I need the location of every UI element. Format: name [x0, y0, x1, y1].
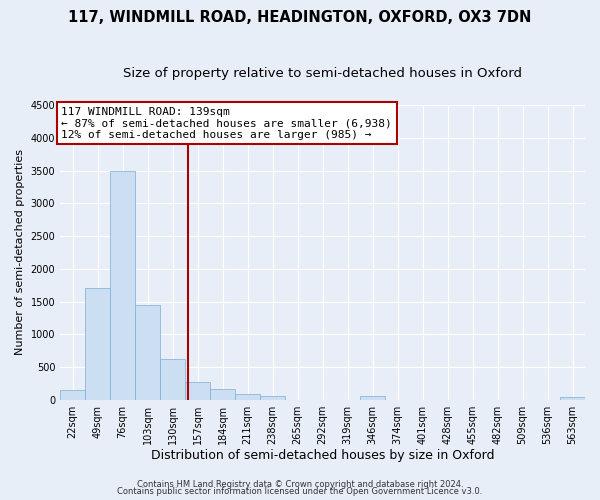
Text: Contains HM Land Registry data © Crown copyright and database right 2024.: Contains HM Land Registry data © Crown c… [137, 480, 463, 489]
Bar [60, 390, 85, 400]
Y-axis label: Number of semi-detached properties: Number of semi-detached properties [15, 150, 25, 356]
Bar [185, 382, 210, 400]
Text: 117, WINDMILL ROAD, HEADINGTON, OXFORD, OX3 7DN: 117, WINDMILL ROAD, HEADINGTON, OXFORD, … [68, 10, 532, 25]
Bar [135, 305, 160, 400]
Bar [160, 359, 185, 400]
Bar [110, 170, 135, 400]
Bar [235, 394, 260, 400]
X-axis label: Distribution of semi-detached houses by size in Oxford: Distribution of semi-detached houses by … [151, 450, 494, 462]
Text: 117 WINDMILL ROAD: 139sqm
← 87% of semi-detached houses are smaller (6,938)
12% : 117 WINDMILL ROAD: 139sqm ← 87% of semi-… [61, 106, 392, 140]
Bar [210, 389, 235, 400]
Bar [260, 396, 285, 400]
Text: Contains public sector information licensed under the Open Government Licence v3: Contains public sector information licen… [118, 488, 482, 496]
Bar [560, 397, 585, 400]
Bar [360, 396, 385, 400]
Bar [85, 288, 110, 400]
Title: Size of property relative to semi-detached houses in Oxford: Size of property relative to semi-detach… [123, 68, 522, 80]
